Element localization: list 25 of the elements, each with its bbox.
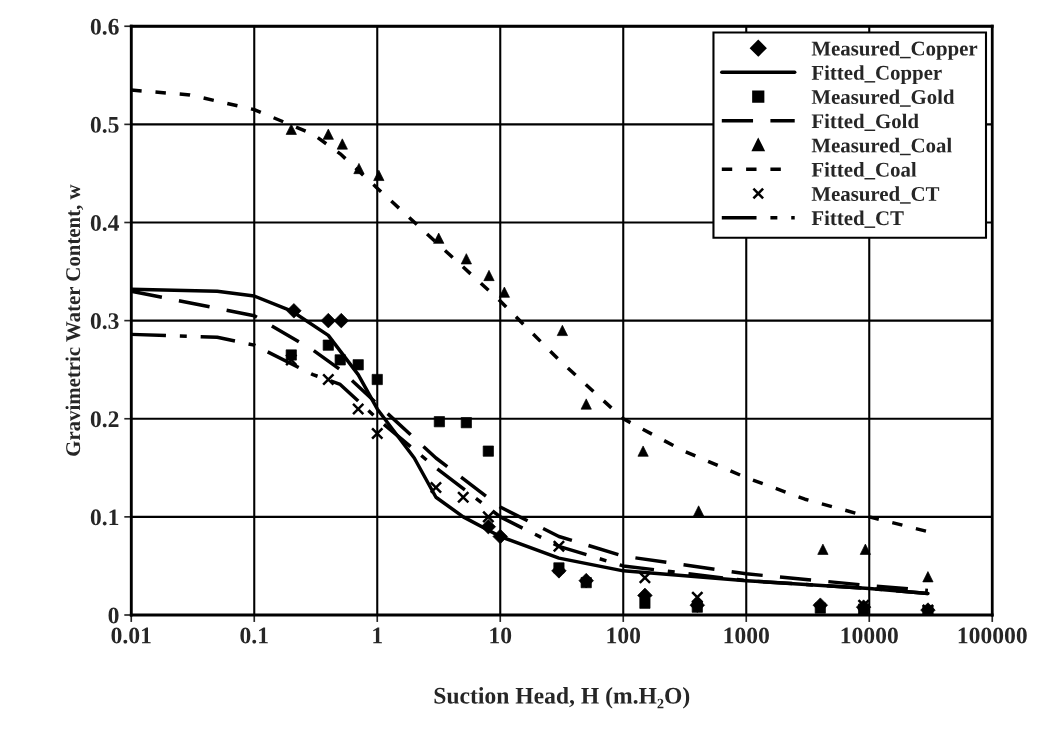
y-tick-label: 0.1: [90, 509, 119, 526]
x-tick-label: 10000: [841, 627, 898, 644]
x-axis-title: Suction Head, H (m.H₂O): [434, 687, 690, 709]
x-tick-label: 100000: [958, 627, 1027, 644]
y-tick-label: 0.5: [90, 116, 119, 133]
legend-label: Fitted_CT: [811, 210, 904, 228]
x-tick-label: 0.01: [111, 627, 151, 644]
y-tick-label: 0.2: [90, 411, 119, 428]
x-tick-label: 0.1: [240, 627, 268, 644]
y-axis-title: Gravimetric Water Content, w: [65, 184, 84, 456]
legend-label: Measured_CT: [811, 186, 940, 204]
x-tick-label: 1: [373, 627, 382, 644]
legend-label: Measured_Gold: [811, 89, 955, 107]
legend-label: Fitted_Coal: [811, 162, 917, 180]
x-tick-label: 100: [607, 627, 641, 644]
y-tick-label: 0: [108, 607, 119, 624]
y-tick-label: 0.6: [90, 18, 119, 35]
legend-label: Fitted_Gold: [811, 113, 919, 131]
x-tick-label: 10: [490, 627, 512, 644]
legend-label: Fitted_Copper: [811, 65, 942, 85]
legend-label: Measured_Coal: [811, 137, 952, 156]
y-tick-label: 0.3: [90, 313, 119, 330]
legend-label: Measured_Copper: [811, 40, 978, 60]
y-tick-label: 0.4: [90, 214, 120, 232]
x-tick-label: 1000: [724, 627, 769, 644]
